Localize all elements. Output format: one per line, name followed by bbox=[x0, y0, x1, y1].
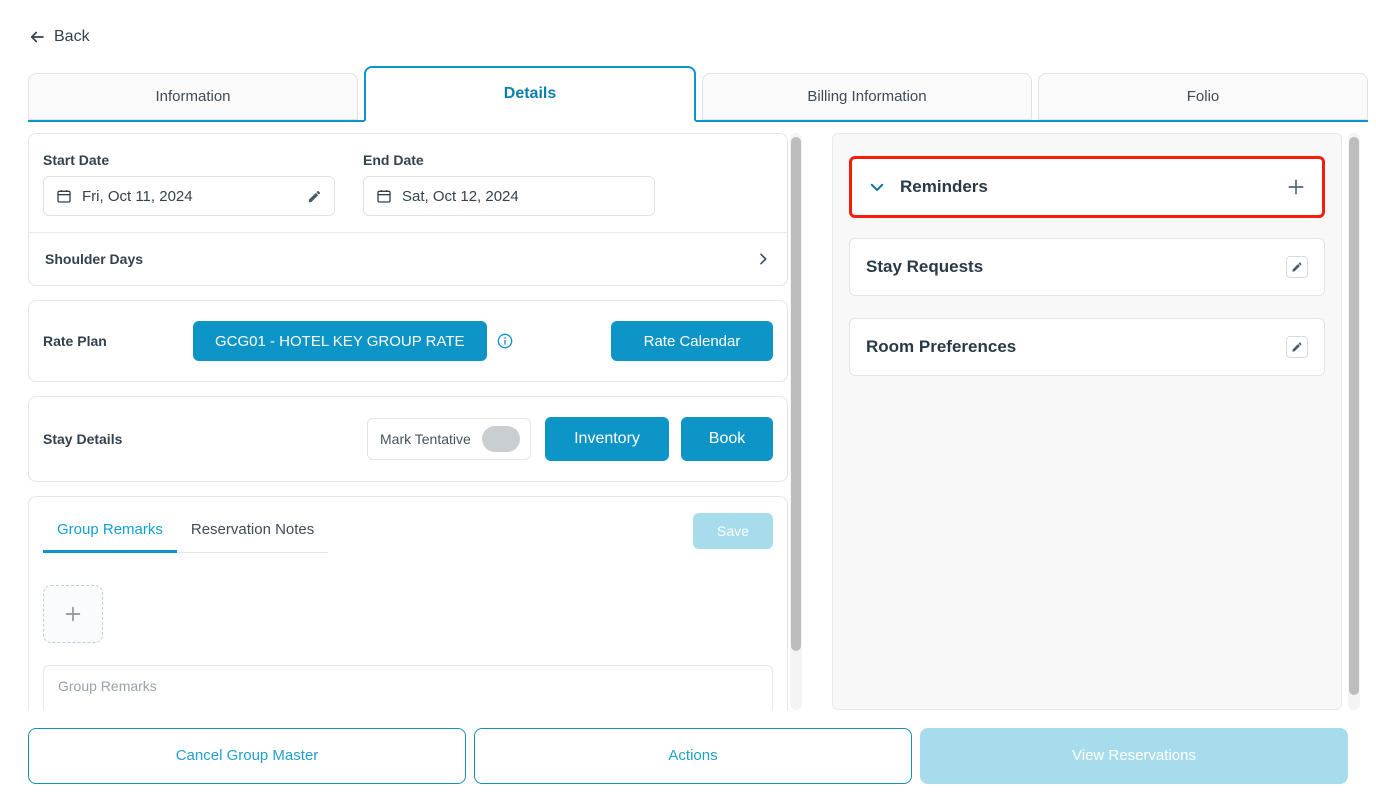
left-panel-scrollbar-thumb[interactable] bbox=[791, 137, 801, 651]
tab-information[interactable]: Information bbox=[28, 73, 358, 120]
group-remarks-textarea[interactable] bbox=[43, 665, 773, 710]
inventory-button[interactable]: Inventory bbox=[545, 417, 669, 461]
pencil-icon[interactable] bbox=[307, 189, 322, 204]
shoulder-days-label: Shoulder Days bbox=[45, 251, 144, 267]
details-right-panel: Reminders Stay Requests Room Preferences bbox=[832, 133, 1342, 710]
start-date-label: Start Date bbox=[43, 152, 110, 168]
plus-icon bbox=[62, 603, 84, 625]
end-date-input[interactable]: Sat, Oct 12, 2024 bbox=[363, 176, 655, 216]
save-button[interactable]: Save bbox=[693, 513, 773, 549]
start-date-field: Start Date Fri, Oct 11, 2024 bbox=[43, 152, 335, 216]
start-date-input[interactable]: Fri, Oct 11, 2024 bbox=[43, 176, 335, 216]
rate-plan-label: Rate Plan bbox=[43, 333, 107, 349]
mark-tentative-label: Mark Tentative bbox=[380, 431, 471, 447]
view-reservations-button[interactable]: View Reservations bbox=[920, 727, 1348, 784]
end-date-label: End Date bbox=[363, 152, 424, 168]
pencil-icon[interactable] bbox=[1286, 256, 1308, 278]
back-label: Back bbox=[54, 28, 90, 45]
details-left-panel: Start Date Fri, Oct 11, 2024 bbox=[28, 133, 788, 710]
footer-action-bar: Cancel Group Master Actions View Reserva… bbox=[0, 710, 1376, 801]
actions-button[interactable]: Actions bbox=[474, 727, 912, 784]
room-preferences-card[interactable]: Room Preferences bbox=[849, 318, 1325, 376]
right-panel-scrollbar[interactable] bbox=[1348, 133, 1360, 710]
end-date-field: End Date Sat, Oct 12, 2024 bbox=[363, 152, 655, 216]
cancel-group-master-button[interactable]: Cancel Group Master bbox=[28, 727, 466, 784]
remarks-tab-bar: Group Remarks Reservation Notes bbox=[43, 511, 329, 553]
tab-folio[interactable]: Folio bbox=[1038, 73, 1368, 120]
mark-tentative-toggle[interactable] bbox=[482, 426, 520, 452]
end-date-value: Sat, Oct 12, 2024 bbox=[402, 187, 519, 205]
book-button[interactable]: Book bbox=[681, 417, 773, 461]
remarks-card: Group Remarks Reservation Notes Save bbox=[28, 496, 788, 710]
rate-plan-value-button[interactable]: GCG01 - HOTEL KEY GROUP RATE bbox=[193, 321, 487, 361]
rate-calendar-button[interactable]: Rate Calendar bbox=[611, 321, 773, 361]
stay-requests-title: Stay Requests bbox=[866, 257, 984, 276]
pencil-icon[interactable] bbox=[1286, 336, 1308, 358]
stay-requests-card[interactable]: Stay Requests bbox=[849, 238, 1325, 296]
tab-reservation-notes[interactable]: Reservation Notes bbox=[190, 521, 315, 538]
calendar-icon bbox=[56, 188, 72, 204]
tab-group-remarks[interactable]: Group Remarks bbox=[43, 511, 177, 553]
room-preferences-title: Room Preferences bbox=[866, 337, 1017, 356]
start-date-value: Fri, Oct 11, 2024 bbox=[82, 187, 193, 205]
info-icon[interactable] bbox=[497, 333, 513, 349]
stay-details-card: Stay Details Mark Tentative Inventory Bo… bbox=[28, 396, 788, 482]
chevron-right-icon bbox=[755, 251, 771, 267]
arrow-left-icon bbox=[28, 28, 46, 46]
calendar-icon bbox=[376, 188, 392, 204]
add-remark-button[interactable] bbox=[43, 585, 103, 643]
stay-details-label: Stay Details bbox=[43, 431, 123, 447]
reminders-card[interactable]: Reminders bbox=[849, 156, 1325, 218]
dates-card: Start Date Fri, Oct 11, 2024 bbox=[28, 133, 788, 286]
tab-bar: Information Details Billing Information … bbox=[28, 66, 1368, 122]
divider bbox=[29, 232, 787, 233]
right-panel-scrollbar-thumb[interactable] bbox=[1349, 137, 1359, 695]
chevron-down-icon[interactable] bbox=[868, 178, 886, 196]
tab-billing-information[interactable]: Billing Information bbox=[702, 73, 1032, 120]
mark-tentative-control[interactable]: Mark Tentative bbox=[367, 418, 531, 460]
plus-icon[interactable] bbox=[1286, 177, 1306, 197]
back-button[interactable]: Back bbox=[28, 28, 90, 46]
reminders-title: Reminders bbox=[900, 177, 988, 196]
rate-plan-card: Rate Plan GCG01 - HOTEL KEY GROUP RATE R… bbox=[28, 300, 788, 382]
left-panel-scrollbar[interactable] bbox=[790, 133, 802, 710]
shoulder-days-row[interactable]: Shoulder Days bbox=[29, 233, 787, 285]
tab-details[interactable]: Details bbox=[364, 66, 696, 122]
